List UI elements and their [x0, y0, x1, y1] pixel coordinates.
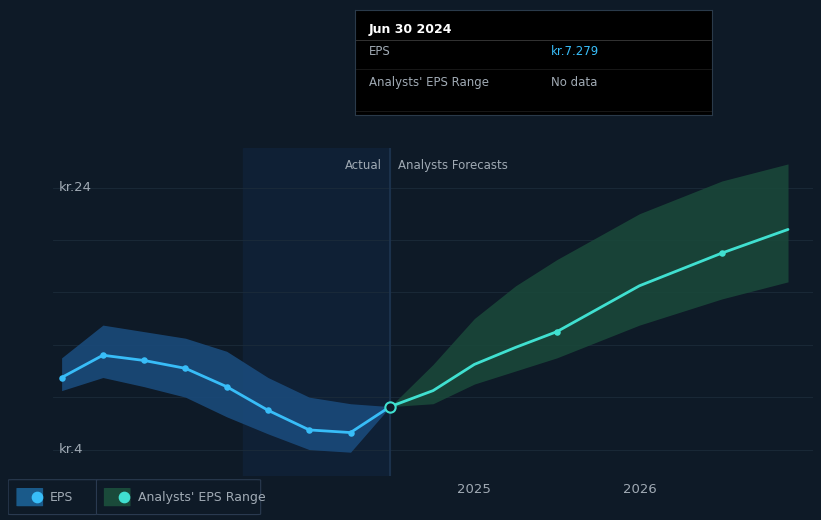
Point	[220, 383, 233, 391]
Point	[96, 351, 109, 359]
Text: kr.4: kr.4	[58, 443, 83, 456]
Text: No data: No data	[551, 75, 598, 88]
Text: kr.24: kr.24	[58, 181, 91, 194]
Text: Analysts' EPS Range: Analysts' EPS Range	[369, 75, 489, 88]
Text: Analysts' EPS Range: Analysts' EPS Range	[138, 491, 265, 503]
Point	[261, 406, 274, 414]
Point	[55, 373, 68, 382]
Text: Jun 30 2024: Jun 30 2024	[369, 23, 452, 36]
Point	[303, 426, 316, 434]
Point	[383, 402, 397, 411]
Point	[138, 356, 151, 365]
FancyBboxPatch shape	[97, 479, 261, 515]
Point	[344, 428, 357, 437]
FancyBboxPatch shape	[8, 479, 99, 515]
FancyBboxPatch shape	[103, 488, 131, 506]
Point	[30, 493, 44, 501]
FancyBboxPatch shape	[16, 488, 44, 506]
Text: Actual: Actual	[345, 159, 382, 172]
Point	[550, 328, 563, 336]
Text: kr.7.279: kr.7.279	[551, 45, 599, 58]
Point	[715, 249, 728, 257]
Point	[383, 402, 397, 411]
Point	[117, 493, 131, 501]
Text: EPS: EPS	[49, 491, 72, 503]
Text: Analysts Forecasts: Analysts Forecasts	[398, 159, 508, 172]
Point	[179, 364, 192, 372]
Text: EPS: EPS	[369, 45, 391, 58]
Bar	[243, 148, 390, 476]
